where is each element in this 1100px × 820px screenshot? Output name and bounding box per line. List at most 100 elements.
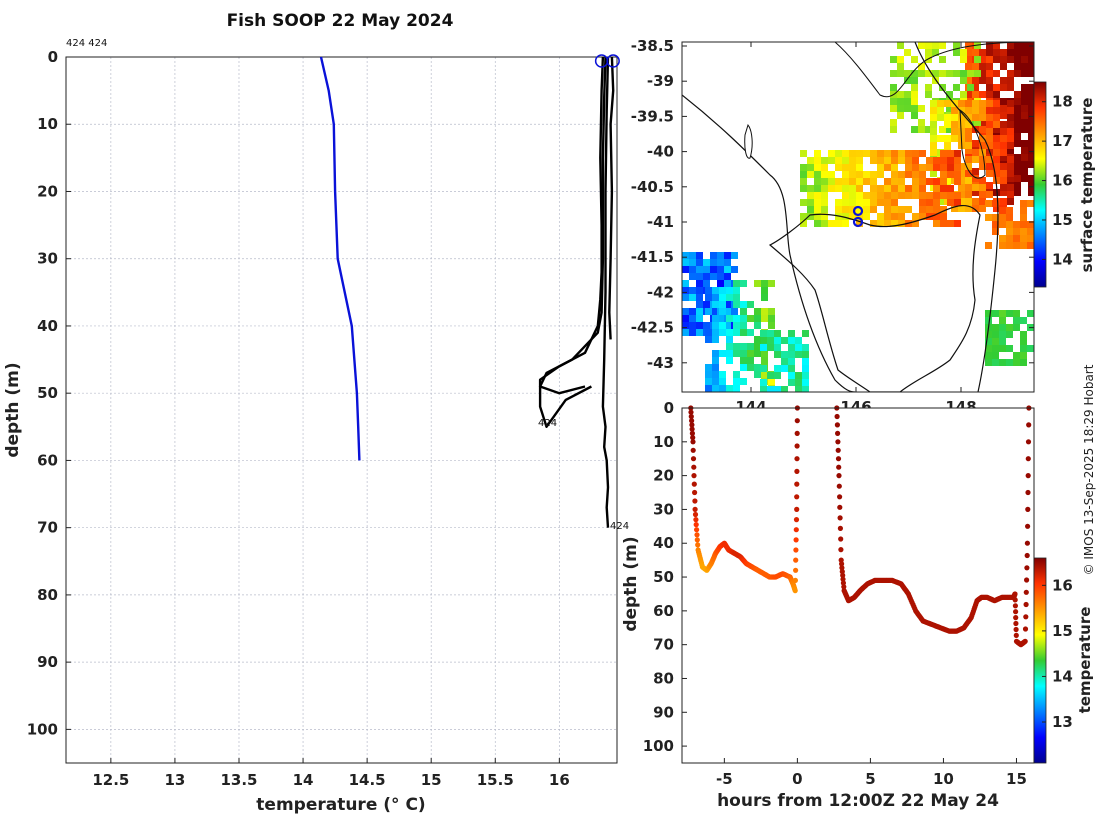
- sst-cell: [940, 150, 947, 157]
- sst-cell: [795, 337, 802, 344]
- sst-cell: [1007, 107, 1014, 114]
- sst-cell: [767, 344, 774, 351]
- sst-cell: [919, 171, 926, 178]
- map-y-tick-label: -39.5: [631, 107, 674, 125]
- sst-cell: [689, 259, 696, 266]
- track-point: [1024, 540, 1030, 546]
- sst-cell: [1027, 345, 1034, 352]
- sst-cell: [918, 105, 925, 112]
- track-marker: [852, 216, 864, 228]
- sst-cell: [904, 77, 911, 84]
- sst-cell: [733, 343, 740, 350]
- sst-cell: [795, 344, 802, 351]
- y-tick-label: 100: [27, 720, 58, 738]
- sst-cell: [944, 135, 951, 142]
- sst-cell: [965, 91, 972, 98]
- sst-cell: [967, 84, 974, 91]
- sst-cell: [905, 192, 912, 199]
- sst-cell: [972, 189, 979, 196]
- sst-cell: [898, 220, 905, 227]
- sst-cell: [800, 220, 807, 227]
- sst-cell: [912, 185, 919, 192]
- sst-cell: [724, 252, 731, 259]
- sst-cell: [905, 150, 912, 157]
- sst-cell: [754, 280, 761, 287]
- sst-cell: [1028, 161, 1034, 168]
- sst-cell: [689, 322, 696, 329]
- sst-cell: [733, 322, 740, 329]
- sst-cell: [761, 280, 768, 287]
- sst-cell: [795, 351, 802, 358]
- sst-cell: [890, 56, 897, 63]
- sst-cell: [884, 199, 891, 206]
- sst-cell: [992, 214, 999, 221]
- sst-cell: [1000, 121, 1007, 128]
- dt-y-tick-label: 40: [653, 534, 674, 552]
- flinders-island: [959, 109, 986, 179]
- sst-cell: [828, 185, 835, 192]
- sst-cell: [919, 206, 926, 213]
- sst-cell: [972, 107, 979, 114]
- sst-cell: [682, 308, 689, 315]
- sst-cell: [891, 157, 898, 164]
- y-tick-label: 30: [37, 250, 58, 268]
- sst-cell: [985, 359, 992, 366]
- track-point: [837, 504, 843, 510]
- sst-cell: [947, 171, 954, 178]
- sst-cell: [781, 337, 788, 344]
- sst-cell: [972, 156, 979, 163]
- sst-cell: [856, 157, 863, 164]
- track-point: [689, 430, 696, 436]
- sst-cell: [1028, 140, 1034, 147]
- sst-cell: [937, 100, 944, 107]
- sst-cell: [733, 287, 740, 294]
- sst-cell: [712, 322, 719, 329]
- sst-cell: [877, 192, 884, 199]
- sst-cell: [768, 322, 775, 329]
- sst-cell: [740, 357, 747, 364]
- x-tick-label: 13: [164, 771, 185, 789]
- sst-cell: [774, 344, 781, 351]
- sst-cell: [802, 344, 809, 351]
- dt-x-tick-label: 0: [792, 770, 802, 788]
- sst-cell: [814, 150, 821, 157]
- sst-cell: [726, 336, 733, 343]
- sst-cell: [891, 213, 898, 220]
- sst-cell: [925, 42, 932, 49]
- sst-cell: [972, 91, 979, 98]
- sst-cell: [986, 142, 993, 149]
- sst-cell: [972, 114, 979, 121]
- sst-cell: [842, 192, 849, 199]
- sst-cell: [1028, 189, 1034, 196]
- sst-cell: [986, 84, 993, 91]
- sst-cell: [1007, 70, 1014, 77]
- map-y-tick-label: -43: [647, 354, 674, 372]
- sst-cell: [731, 252, 738, 259]
- sst-cell: [986, 114, 993, 121]
- sst-cell: [926, 192, 933, 199]
- sst-cell: [986, 156, 993, 163]
- sst-cell: [985, 214, 992, 221]
- sst-cell: [986, 107, 993, 114]
- sst-cell: [905, 171, 912, 178]
- sst-cell: [946, 126, 953, 133]
- sst-cell: [925, 56, 932, 63]
- sst-cell: [979, 135, 986, 142]
- track-point: [694, 537, 700, 543]
- sst-cell: [965, 198, 972, 205]
- sst-cell: [958, 163, 965, 170]
- sst-cell: [904, 91, 911, 98]
- track-point: [835, 456, 842, 462]
- sst-cell: [1021, 161, 1028, 168]
- sst-cell: [724, 322, 731, 329]
- map-y-tick-label: -40.5: [631, 178, 674, 196]
- sst-cell: [747, 350, 754, 357]
- sst-cell: [1014, 98, 1021, 105]
- sst-cell: [842, 199, 849, 206]
- sst-cell: [1021, 42, 1028, 49]
- sst-cell: [760, 379, 767, 386]
- sst-cell: [1000, 154, 1007, 161]
- sst-cell: [740, 322, 747, 329]
- sst-cell: [919, 192, 926, 199]
- sst-cell: [724, 266, 731, 273]
